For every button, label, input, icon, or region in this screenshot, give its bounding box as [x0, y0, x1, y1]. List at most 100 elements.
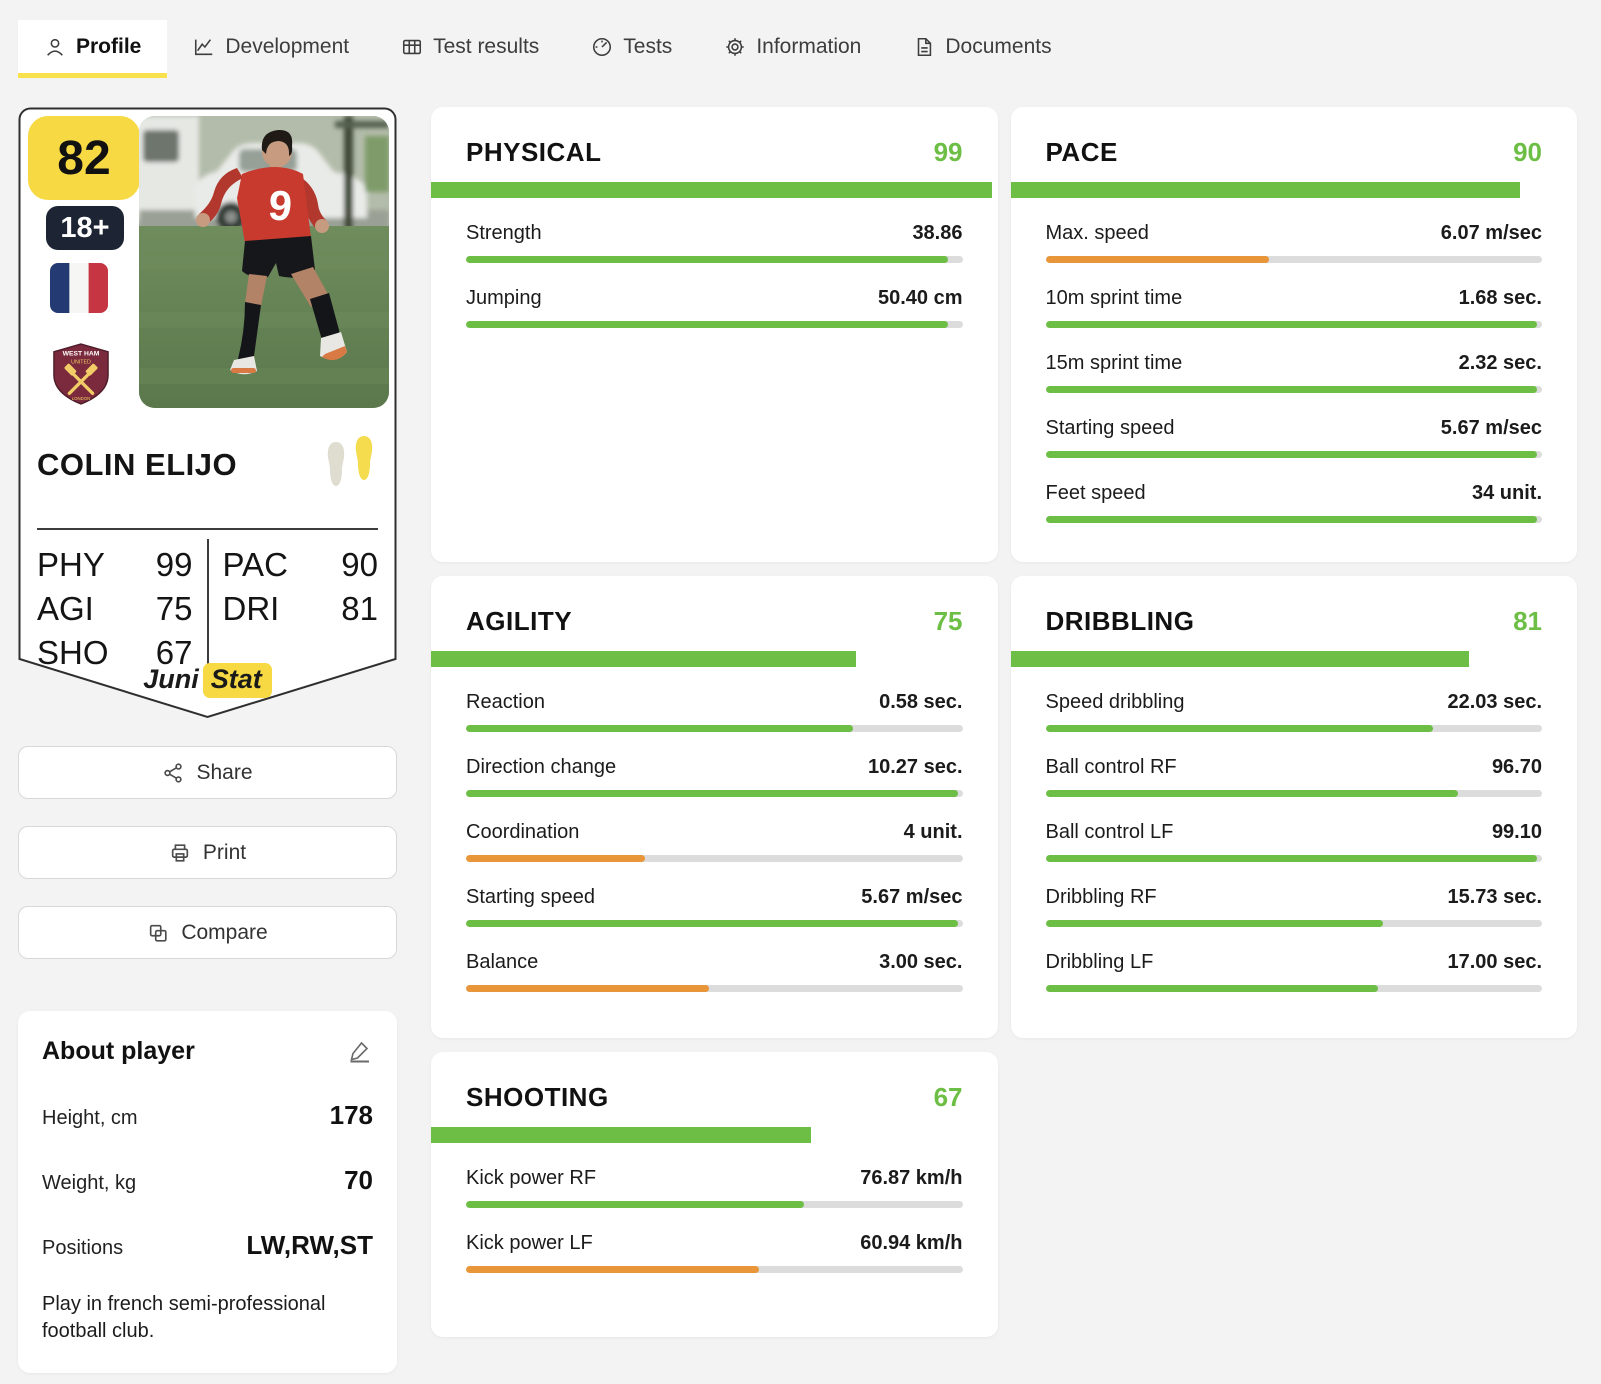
- panel-pace: PACE 90 Max. speed 6.07 m/sec: [1010, 107, 1578, 562]
- about-row-height: Height, cm 178: [42, 1100, 373, 1131]
- stat-progress-fill: [1045, 451, 1538, 458]
- left-column: 82 18+ WEST HAM UNITED: [18, 107, 397, 1373]
- stat-row: Kick power LF 60.94 km/h: [466, 1232, 963, 1273]
- about-label: Weight, kg: [42, 1172, 137, 1194]
- stat-progress-fill: [466, 725, 854, 732]
- stat-label: 10m sprint time: [1045, 287, 1183, 309]
- about-title: About player: [42, 1037, 195, 1065]
- stat-value: 38.86: [912, 222, 963, 244]
- stat-value: 76.87 km/h: [860, 1167, 963, 1189]
- stat-progress-track: [466, 920, 963, 927]
- svg-text:UNITED: UNITED: [71, 359, 91, 365]
- about-value: 178: [329, 1100, 373, 1130]
- player-card: 82 18+ WEST HAM UNITED: [18, 107, 397, 719]
- about-description: Play in french semi-professional footbal…: [42, 1293, 326, 1342]
- compare-icon: [150, 924, 167, 942]
- panel-score-bar: [1010, 651, 1578, 667]
- stat-row: Starting speed 5.67 m/sec: [1045, 417, 1542, 458]
- stat-progress-fill: [1045, 855, 1538, 862]
- panel-score: 67: [933, 1082, 963, 1112]
- stat-progress-fill: [466, 1201, 804, 1208]
- stat-row: Balance 3.00 sec.: [466, 951, 963, 992]
- right-column: PACE 90 Max. speed 6.07 m/sec: [1010, 107, 1578, 1373]
- stat-value: 34 unit.: [1471, 482, 1542, 504]
- stat-progress-track: [1045, 920, 1542, 927]
- panel-score: 99: [933, 137, 963, 167]
- stat-progress-track: [1045, 451, 1542, 458]
- tab-information[interactable]: Information: [698, 20, 887, 78]
- about-value: 70: [344, 1165, 373, 1195]
- panel-title: PACE: [1045, 137, 1118, 167]
- junistat-logo: Juni Stat: [18, 663, 397, 698]
- stat-row: Ball control RF 96.70: [1045, 756, 1542, 797]
- svg-text:LONDON: LONDON: [72, 396, 91, 401]
- age-badge: 18+: [46, 206, 124, 250]
- stat-progress-track: [1045, 790, 1542, 797]
- stat-row: Strength 38.86: [466, 222, 963, 263]
- stat-progress-fill: [466, 855, 645, 862]
- speedometer-icon: [591, 36, 613, 58]
- middle-column: PHYSICAL 99 Strength 38.86: [431, 107, 998, 1373]
- panel-title: AGILITY: [466, 606, 573, 636]
- stat-value: 15.73 sec.: [1447, 886, 1542, 908]
- tab-tests[interactable]: Tests: [565, 20, 698, 78]
- tab-profile[interactable]: Profile: [18, 20, 168, 78]
- compare-button[interactable]: Compare: [18, 906, 397, 959]
- stat-progress-fill: [466, 920, 958, 927]
- panel-rows: Strength 38.86 Jumping 50.40 cm: [431, 198, 998, 328]
- stat-row: Feet speed 34 unit.: [1045, 482, 1542, 523]
- stat-value: 75: [155, 590, 193, 627]
- gear-icon: [724, 36, 746, 58]
- share-icon: [164, 762, 183, 783]
- stat-progress-track: [1045, 855, 1542, 862]
- panel-rows: Max. speed 6.07 m/sec 10m sprint time 1.…: [1011, 198, 1578, 523]
- about-row-weight: Weight, kg 70: [42, 1165, 373, 1196]
- stat-value: 10.27 sec.: [867, 756, 963, 778]
- print-button[interactable]: Print: [18, 826, 397, 879]
- panel-score-bar: [431, 651, 998, 667]
- stat-value: 90: [341, 546, 378, 583]
- stat-row: Dribbling RF 15.73 sec.: [1045, 886, 1542, 927]
- stat-row: Kick power RF 76.87 km/h: [466, 1167, 963, 1208]
- share-button[interactable]: Share: [18, 746, 397, 799]
- stat-progress-track: [1045, 985, 1542, 992]
- tab-label: Tests: [623, 34, 673, 58]
- stat-label: Kick power RF: [466, 1167, 597, 1189]
- stat-progress-track: [466, 1201, 963, 1208]
- stat-row: 10m sprint time 1.68 sec.: [1045, 287, 1542, 328]
- panel-agility: AGILITY 75 Reaction 0.58 sec.: [431, 576, 998, 1038]
- panel-rows: Speed dribbling 22.03 sec. Ball control …: [1011, 667, 1578, 992]
- tab-test-results[interactable]: Test results: [375, 20, 565, 78]
- edit-pencil-icon[interactable]: [347, 1037, 373, 1063]
- stat-value: 60.94 km/h: [860, 1232, 963, 1254]
- tab-bar: Profile Development Test results Tests I…: [0, 0, 1601, 78]
- stat-value: 5.67 m/sec: [1440, 417, 1542, 439]
- stat-label: Starting speed: [466, 886, 595, 908]
- stat-progress-track: [1045, 516, 1542, 523]
- stat-value: 67: [155, 634, 193, 671]
- tab-label: Profile: [76, 34, 142, 58]
- stat-progress-fill: [466, 790, 958, 797]
- stat-value: 22.03 sec.: [1447, 691, 1542, 713]
- summary-col-left: PHY 99 AGI 75 SHO 67: [37, 539, 207, 685]
- stat-label: Strength: [466, 222, 542, 244]
- table-icon: [401, 36, 423, 58]
- panel-dribbling: DRIBBLING 81 Speed dribbling 22.03 sec.: [1010, 576, 1578, 1038]
- panel-physical: PHYSICAL 99 Strength 38.86: [431, 107, 998, 562]
- brand-word-juni: Juni: [143, 664, 199, 694]
- stat-progress-fill: [466, 321, 948, 328]
- line-chart-icon: [193, 36, 215, 58]
- stat-progress-fill: [466, 256, 948, 263]
- tab-development[interactable]: Development: [167, 20, 375, 78]
- stat-value: 2.32 sec.: [1458, 352, 1542, 374]
- stat-progress-track: [466, 321, 963, 328]
- stat-row: Starting speed 5.67 m/sec: [466, 886, 963, 927]
- stat-progress-track: [1045, 725, 1542, 732]
- stat-progress-track: [466, 1266, 963, 1273]
- tab-documents[interactable]: Documents: [887, 20, 1077, 78]
- stat-progress-fill: [1045, 516, 1538, 523]
- stat-label: Ball control RF: [1045, 756, 1177, 778]
- stat-code: DRI: [222, 590, 280, 627]
- stat-label: Dribbling LF: [1045, 951, 1154, 973]
- stat-progress-fill: [1045, 725, 1433, 732]
